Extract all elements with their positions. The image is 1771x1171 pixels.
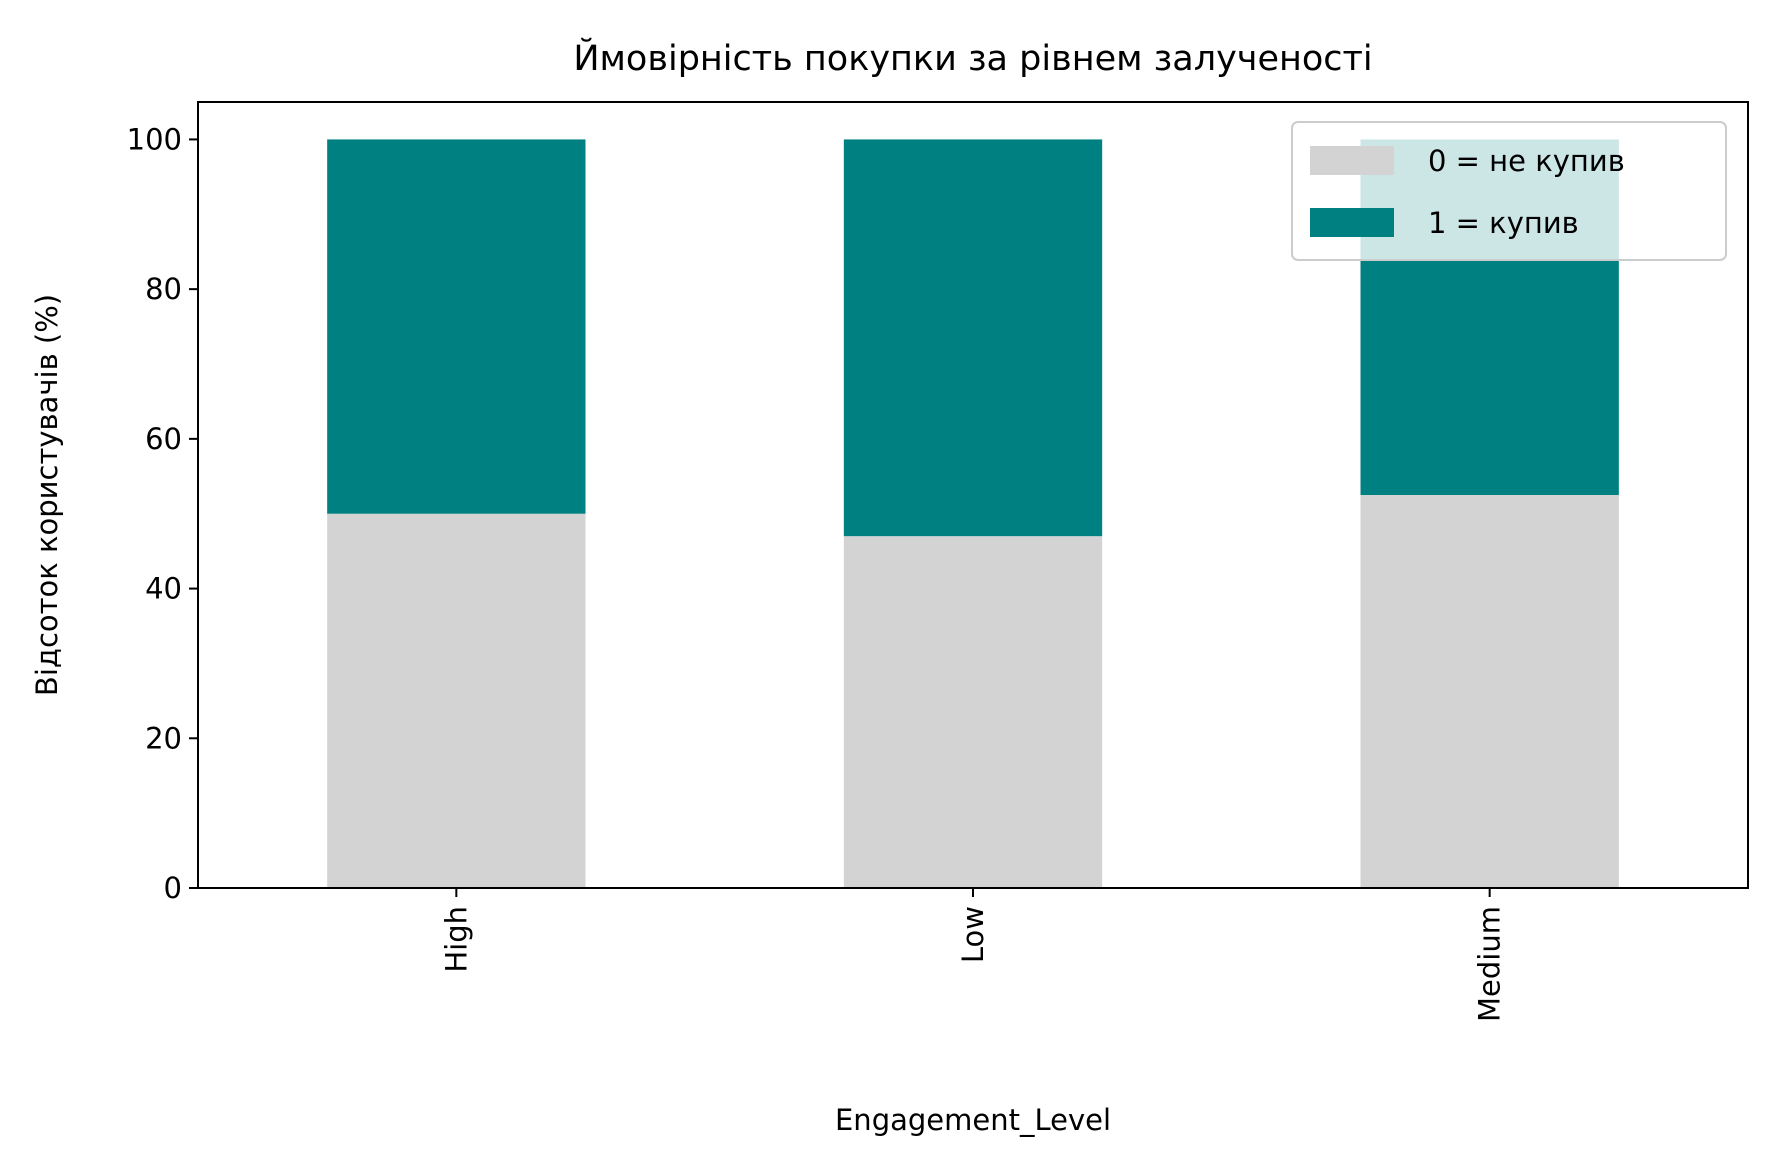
x-tick-label: Medium [1473,906,1507,1022]
y-axis-label: Відсоток користувачів (%) [30,294,64,696]
legend-swatch [1310,146,1394,175]
y-tick-label: 40 [145,572,182,606]
bars-group [327,139,1619,888]
y-tick-label: 60 [145,422,182,456]
y-tick-label: 20 [145,721,182,755]
x-axis: High Low Medium [439,888,1507,1022]
bar-low-series-0 [843,536,1103,888]
legend-box [1291,121,1727,261]
legend-swatch [1310,208,1394,237]
y-tick-label: 0 [164,871,182,905]
legend-label: 1 = купив [1428,206,1579,240]
legend-label: 0 = не купив [1428,144,1625,178]
x-tick-label: High [439,906,473,973]
bar-high-series-0 [327,513,586,888]
y-axis: 0 20 40 60 80 100 [127,122,198,905]
chart-title: Ймовірність покупки за рівнем залученост… [573,37,1372,79]
bar-high-series-1 [327,139,586,514]
x-tick-label: Low [956,906,990,963]
legend: 0 = не купив 1 = купив [1291,121,1727,261]
bar-medium-series-0 [1360,495,1619,888]
y-tick-label: 80 [145,272,182,306]
bar-low-series-1 [843,139,1103,537]
x-axis-label: Engagement_Level [835,1103,1111,1137]
y-tick-label: 100 [127,122,182,156]
